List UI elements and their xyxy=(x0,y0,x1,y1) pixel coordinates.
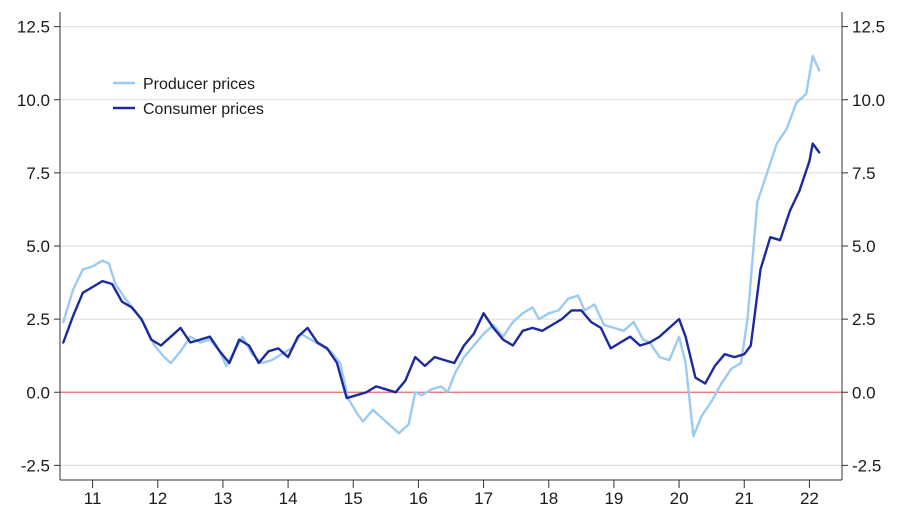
x-tick-label: 17 xyxy=(474,489,493,508)
y-tick-label-left: 7.5 xyxy=(26,164,50,183)
y-tick-label-right: -2.5 xyxy=(852,456,881,475)
y-tick-label-right: 12.5 xyxy=(852,18,885,37)
series-lines xyxy=(62,54,821,438)
tick-labels: 12.5 12.5 10.0 10.0 7.5 7.5 5.0 5.0 2.5 2.5 0.0 0.0… xyxy=(17,18,885,508)
y-tick-label-left: 0.0 xyxy=(26,383,50,402)
x-tick-label: 22 xyxy=(800,489,819,508)
y-tick-label-right: 0.0 xyxy=(852,383,876,402)
x-tick-label: 15 xyxy=(344,489,363,508)
x-tick-label: 11 xyxy=(84,489,102,508)
y-tick-label-left: 12.5 xyxy=(17,18,50,37)
x-tick-label: 20 xyxy=(670,489,689,508)
x-tick-label: 14 xyxy=(279,489,298,508)
series-line-consumer-prices xyxy=(62,142,821,400)
y-tick-label-left: 10.0 xyxy=(17,91,50,110)
y-tick-label-right: 10.0 xyxy=(852,91,885,110)
y-tick-label-left: -2.5 xyxy=(21,456,50,475)
y-tick-label-right: 5.0 xyxy=(852,237,876,256)
x-tick-label: 18 xyxy=(539,489,558,508)
legend-label-consumer-prices: Consumer prices xyxy=(143,101,264,118)
gridlines xyxy=(60,26,842,466)
y-tick-label-right: 2.5 xyxy=(852,310,876,329)
series-line-producer-prices xyxy=(62,54,821,438)
x-tick-label: 13 xyxy=(213,489,232,508)
x-tick-label: 19 xyxy=(604,489,623,508)
x-tick-label: 12 xyxy=(148,489,167,508)
x-tick-label: 16 xyxy=(409,489,428,508)
legend-label-producer-prices: Producer prices xyxy=(143,76,255,93)
y-tick-label-left: 2.5 xyxy=(26,310,50,329)
legend: Producer prices Consumer prices xyxy=(113,76,264,118)
axes xyxy=(54,12,848,488)
x-tick-label: 21 xyxy=(735,489,754,508)
y-tick-label-right: 7.5 xyxy=(852,164,876,183)
y-tick-label-left: 5.0 xyxy=(26,237,50,256)
